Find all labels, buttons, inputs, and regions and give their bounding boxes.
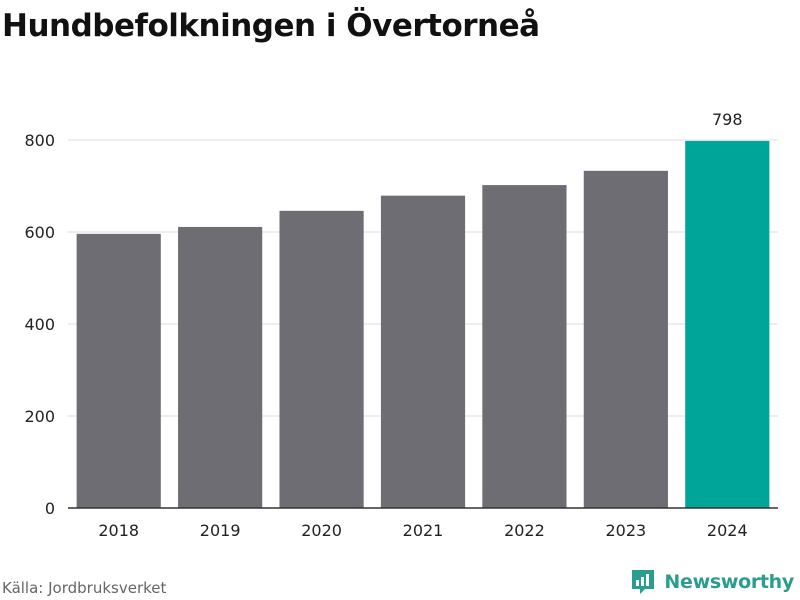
bar [583,170,668,508]
bar [76,233,161,508]
x-tick-label: 2023 [605,521,646,540]
x-tick-label: 2022 [504,521,545,540]
y-tick-label: 200 [24,407,55,426]
y-tick-label: 600 [24,223,55,242]
x-tick-label: 2018 [98,521,139,540]
bar-highlight [685,140,770,509]
x-tick-label: 2021 [403,521,444,540]
y-tick-label: 400 [24,315,55,334]
x-tick-label: 2020 [301,521,342,540]
data-label: 798 [712,110,743,129]
y-tick-label: 0 [45,499,55,518]
chart-title: Hundbefolkningen i Övertorneå [2,8,540,44]
x-tick-label: 2019 [200,521,241,540]
x-tick-label: 2024 [707,521,748,540]
bar-chart-logo-icon [632,570,655,594]
bar-chart: 0 200 400 600 800 2018 2019 2020 2021 2022 2023 202… [24,110,778,540]
bar [482,185,567,508]
brand-name: Newsworthy [664,571,794,593]
bar [380,195,466,508]
source-note: Källa: Jordbruksverket [2,579,167,597]
brand-logo: Newsworthy [630,568,794,596]
y-tick-label: 800 [24,131,55,150]
bar [279,210,364,508]
bar [178,226,263,508]
